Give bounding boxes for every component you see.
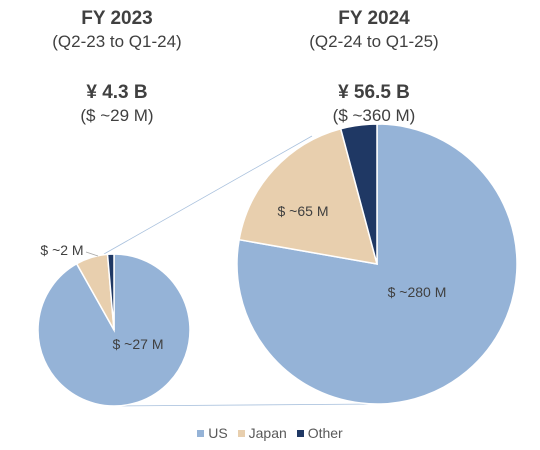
pie-fy2023-label-japan: $ ~2 M bbox=[40, 242, 83, 258]
connector-line-top bbox=[103, 135, 313, 255]
fy2024-header: FY 2024 (Q2-24 to Q1-25) ¥ 56.5 B ($ ~36… bbox=[254, 8, 494, 126]
legend-swatch-japan bbox=[237, 429, 245, 437]
pie-fy2024-label-japan: $ ~65 M bbox=[278, 203, 329, 219]
fy2023-header: FY 2023 (Q2-23 to Q1-24) ¥ 4.3 B ($ ~29 … bbox=[0, 8, 237, 126]
legend-label-us: US bbox=[208, 425, 228, 441]
connector-line-bottom bbox=[113, 403, 378, 407]
legend-label-japan: Japan bbox=[248, 425, 287, 441]
fy2023-title: FY 2023 bbox=[81, 8, 153, 29]
fy2023-period: (Q2-23 to Q1-24) bbox=[52, 32, 182, 51]
pie-fy2024-slice-other bbox=[339, 123, 378, 265]
legend-item-other: Other bbox=[296, 425, 343, 441]
legend-label-other: Other bbox=[307, 425, 343, 441]
fy2024-total-usd: ($ ~360 M) bbox=[332, 106, 416, 125]
fy2023-total-usd: ($ ~29 M) bbox=[80, 106, 154, 125]
fy2023-total-yen: ¥ 4.3 B bbox=[86, 82, 148, 103]
pie-charts: $ ~27 M $ ~2 M $ ~280 M $ ~65 M bbox=[37, 123, 518, 407]
pie-fy2024-slice-japan bbox=[238, 127, 379, 265]
fy2023-japan-leader-line bbox=[85, 251, 99, 257]
pie-fy2023-slice-other bbox=[106, 253, 115, 331]
legend-swatch-us bbox=[197, 429, 205, 437]
pie-fy2024-label-us: $ ~280 M bbox=[388, 284, 447, 300]
legend-item-us: US bbox=[197, 425, 228, 441]
legend-item-japan: Japan bbox=[237, 425, 287, 441]
fy2024-total-yen: ¥ 56.5 B bbox=[338, 82, 410, 103]
legend-swatch-other bbox=[296, 429, 304, 437]
fy2024-period: (Q2-24 to Q1-25) bbox=[309, 32, 439, 51]
pie-fy2023-label-us: $ ~27 M bbox=[113, 336, 164, 352]
legend: US Japan Other bbox=[0, 425, 540, 441]
fy2024-title: FY 2024 bbox=[338, 8, 410, 29]
